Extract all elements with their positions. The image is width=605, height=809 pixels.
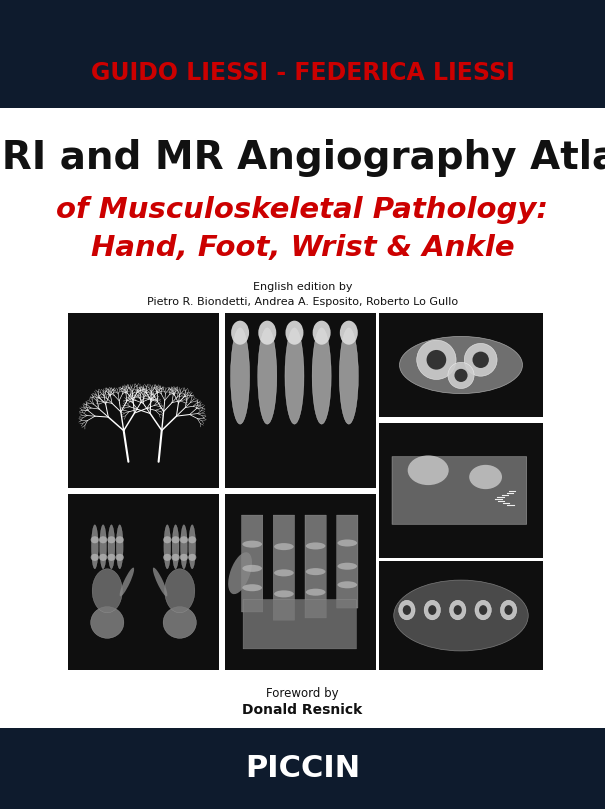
Text: English edition by: English edition by [253, 282, 352, 292]
Bar [68, 313, 219, 488]
Ellipse shape [274, 591, 293, 597]
Ellipse shape [171, 554, 180, 561]
FancyBboxPatch shape [243, 599, 356, 649]
Ellipse shape [189, 525, 195, 569]
Ellipse shape [99, 536, 107, 544]
Ellipse shape [399, 337, 523, 394]
Ellipse shape [243, 584, 262, 591]
Ellipse shape [306, 542, 325, 549]
FancyBboxPatch shape [273, 515, 295, 621]
Ellipse shape [475, 600, 491, 620]
FancyBboxPatch shape [305, 515, 326, 618]
Ellipse shape [408, 455, 449, 485]
Ellipse shape [120, 568, 134, 596]
Ellipse shape [428, 605, 436, 615]
Ellipse shape [505, 605, 512, 615]
Ellipse shape [163, 554, 171, 561]
Bar [379, 313, 543, 417]
Ellipse shape [286, 320, 304, 345]
Ellipse shape [243, 565, 262, 572]
Ellipse shape [306, 568, 325, 575]
Ellipse shape [338, 563, 357, 570]
Ellipse shape [163, 607, 197, 638]
Ellipse shape [91, 525, 98, 569]
Ellipse shape [116, 554, 124, 561]
Ellipse shape [258, 328, 277, 424]
Bar [225, 494, 376, 670]
Text: MRI and MR Angiography Atlas: MRI and MR Angiography Atlas [0, 139, 605, 177]
Ellipse shape [164, 525, 171, 569]
Ellipse shape [338, 540, 357, 547]
FancyBboxPatch shape [392, 457, 526, 524]
Ellipse shape [306, 589, 325, 595]
Ellipse shape [500, 600, 517, 620]
Ellipse shape [285, 328, 304, 424]
Ellipse shape [313, 320, 330, 345]
Ellipse shape [274, 570, 293, 576]
Text: Pietro R. Biondetti, Andrea A. Esposito, Roberto Lo Gullo: Pietro R. Biondetti, Andrea A. Esposito,… [147, 297, 458, 307]
Ellipse shape [403, 605, 411, 615]
Ellipse shape [231, 320, 249, 345]
Ellipse shape [312, 328, 331, 424]
Text: Donald Resnick: Donald Resnick [243, 703, 362, 717]
Ellipse shape [172, 525, 179, 569]
FancyBboxPatch shape [241, 515, 263, 612]
Ellipse shape [163, 536, 171, 544]
Ellipse shape [153, 568, 168, 596]
Circle shape [464, 343, 497, 376]
Ellipse shape [188, 554, 197, 561]
Ellipse shape [180, 536, 188, 544]
Bar [0, 728, 605, 809]
Bar [225, 313, 376, 488]
Ellipse shape [171, 536, 180, 544]
Circle shape [473, 352, 489, 368]
Bar [0, 0, 605, 108]
Ellipse shape [231, 328, 250, 424]
Ellipse shape [91, 536, 99, 544]
Ellipse shape [99, 554, 107, 561]
Ellipse shape [450, 600, 466, 620]
Text: PICCIN: PICCIN [245, 754, 360, 783]
Ellipse shape [91, 607, 124, 638]
Ellipse shape [258, 320, 276, 345]
Ellipse shape [100, 525, 106, 569]
Ellipse shape [165, 569, 195, 612]
Ellipse shape [228, 553, 252, 594]
Bar [379, 561, 543, 670]
Ellipse shape [180, 525, 188, 569]
Circle shape [454, 369, 468, 382]
Circle shape [448, 362, 474, 388]
Ellipse shape [394, 580, 528, 651]
Ellipse shape [116, 525, 123, 569]
Ellipse shape [108, 525, 115, 569]
Circle shape [427, 350, 446, 370]
Ellipse shape [339, 328, 358, 424]
Text: GUIDO LIESSI - FEDERICA LIESSI: GUIDO LIESSI - FEDERICA LIESSI [91, 61, 514, 86]
Ellipse shape [338, 582, 357, 588]
Text: Foreword by: Foreword by [266, 687, 339, 700]
Ellipse shape [92, 569, 122, 612]
FancyBboxPatch shape [337, 515, 358, 608]
Ellipse shape [274, 543, 293, 550]
Ellipse shape [107, 536, 116, 544]
Bar [68, 494, 219, 670]
Text: of Musculoskeletal Pathology:: of Musculoskeletal Pathology: [56, 196, 549, 224]
Ellipse shape [91, 554, 99, 561]
Ellipse shape [116, 536, 124, 544]
Ellipse shape [399, 600, 415, 620]
Ellipse shape [243, 540, 262, 548]
Text: Hand, Foot, Wrist & Ankle: Hand, Foot, Wrist & Ankle [91, 234, 514, 262]
Ellipse shape [188, 536, 197, 544]
Circle shape [417, 340, 456, 379]
Ellipse shape [454, 605, 462, 615]
Ellipse shape [424, 600, 440, 620]
Bar [0, 108, 605, 728]
Ellipse shape [107, 554, 116, 561]
Bar [379, 423, 543, 558]
Ellipse shape [180, 554, 188, 561]
Ellipse shape [340, 320, 358, 345]
Ellipse shape [479, 605, 487, 615]
Ellipse shape [469, 465, 502, 489]
